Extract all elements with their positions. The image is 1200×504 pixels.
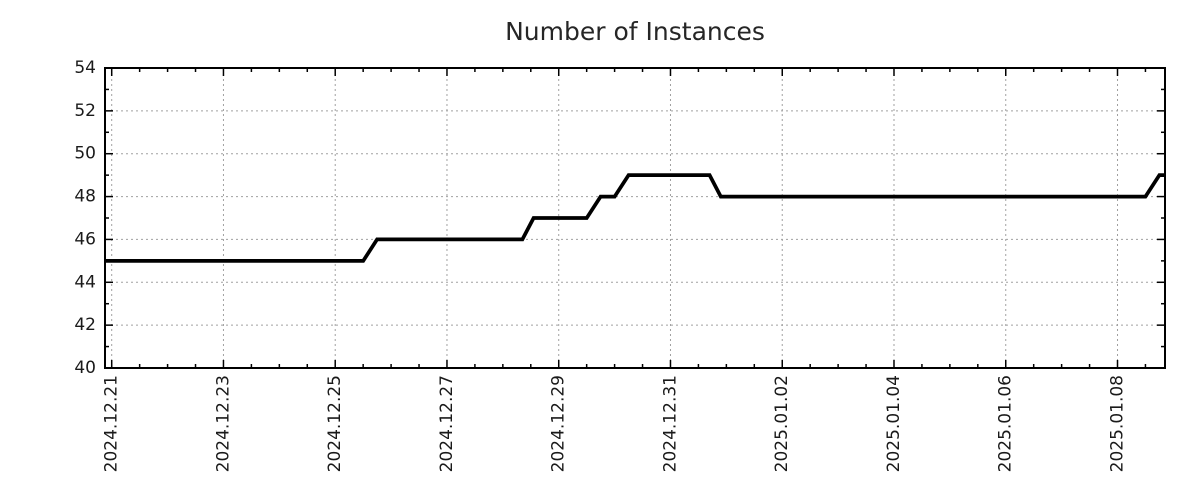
- x-tick-label: 2025.01.02: [772, 375, 792, 472]
- y-tick-label: 44: [74, 272, 96, 292]
- axis-layer: [104, 67, 1166, 369]
- y-tick-label: 54: [74, 58, 96, 78]
- y-tick-label: 46: [74, 229, 96, 249]
- y-tick-label: 48: [74, 187, 96, 207]
- x-tick-label: 2024.12.31: [660, 375, 680, 472]
- chart-title: Number of Instances: [505, 17, 765, 46]
- y-tick-label: 50: [74, 144, 96, 164]
- y-tick-label: 42: [74, 315, 96, 335]
- x-tick-label: 2025.01.08: [1108, 375, 1128, 472]
- y-tick-label: 52: [74, 101, 96, 121]
- data-line-instances: [105, 173, 1165, 263]
- x-tick-label: 2024.12.27: [437, 375, 457, 472]
- x-tick-label: 2024.12.23: [213, 375, 233, 472]
- x-tick-label: 2025.01.06: [996, 375, 1016, 472]
- label-layer: 2024.12.21 2024.12.23 2024.12.25 2024.12.27…: [74, 58, 1127, 472]
- x-tick-label: 2024.12.29: [549, 375, 569, 472]
- x-tick-label: 2024.12.21: [102, 375, 122, 472]
- y-tick-label: 40: [74, 358, 96, 378]
- x-tick-label: 2025.01.04: [884, 375, 904, 472]
- x-tick-label: 2024.12.25: [325, 375, 345, 472]
- series-layer: [105, 173, 1165, 263]
- plot-border: [104, 67, 1166, 369]
- grid-layer: [106, 69, 1164, 367]
